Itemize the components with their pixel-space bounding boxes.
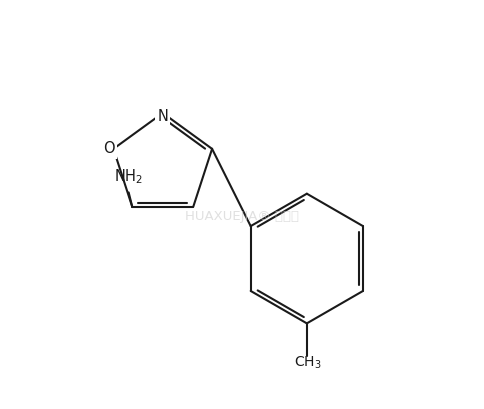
Text: O: O: [103, 142, 115, 156]
Text: NH$_2$: NH$_2$: [114, 167, 143, 186]
Text: CH$_3$: CH$_3$: [294, 355, 322, 371]
Text: N: N: [157, 109, 168, 124]
Text: HUAXUEJIA® 化学加: HUAXUEJIA® 化学加: [185, 210, 299, 223]
